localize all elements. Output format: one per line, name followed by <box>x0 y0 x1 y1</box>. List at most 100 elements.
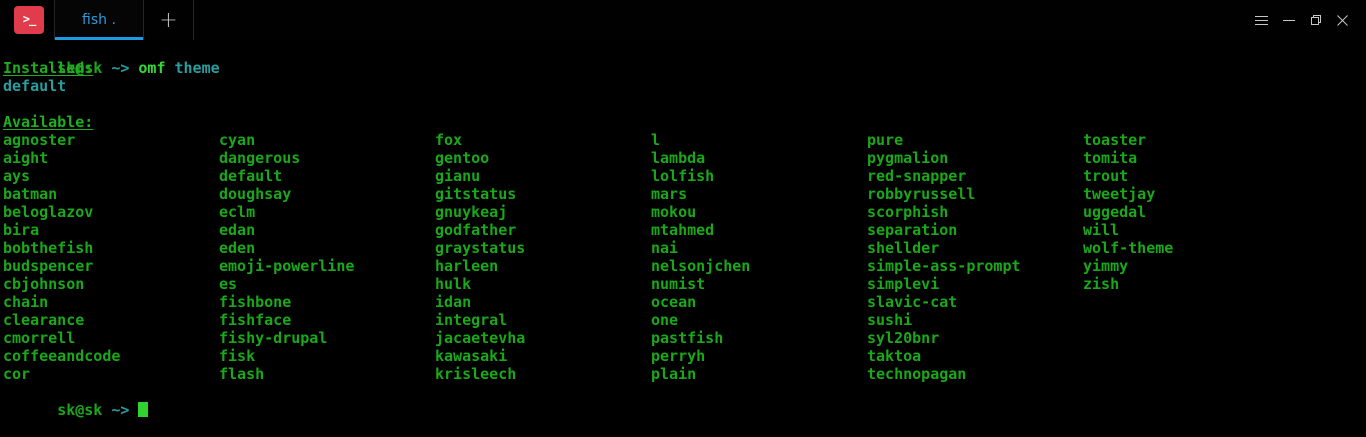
theme-name: clearance <box>3 311 85 329</box>
theme-name: pastfish <box>651 329 724 347</box>
theme-name: tweetjay <box>1083 185 1156 203</box>
theme-name: ocean <box>651 293 697 311</box>
theme-name: simplevi <box>867 275 940 293</box>
close-icon <box>1337 14 1348 26</box>
theme-name: nai <box>651 239 679 257</box>
theme-name: eden <box>219 239 256 257</box>
theme-name: kawasaki <box>435 347 508 365</box>
theme-name: mtahmed <box>651 221 715 239</box>
theme-name: coffeeandcode <box>3 347 121 365</box>
prompt-user: sk@sk <box>57 59 103 77</box>
theme-name: gentoo <box>435 149 490 167</box>
theme-name: technopagan <box>867 365 967 383</box>
theme-name: idan <box>435 293 472 311</box>
theme-name: agnoster <box>3 131 76 149</box>
theme-name: harleen <box>435 257 499 275</box>
theme-name: tomita <box>1083 149 1138 167</box>
theme-name: mars <box>651 185 688 203</box>
theme-name: slavic-cat <box>867 293 958 311</box>
theme-name: godfather <box>435 221 517 239</box>
prompt-arrow: ~> <box>111 59 130 77</box>
installed-theme-list: default <box>3 77 1366 95</box>
theme-column-2: cyan dangerous default doughsay eclm edan eden… <box>219 131 435 383</box>
theme-name: one <box>651 311 679 329</box>
theme-name: uggedal <box>1083 203 1147 221</box>
tab-bar: >_ fish . + <box>0 0 1366 40</box>
menu-button[interactable] <box>1248 0 1275 40</box>
theme-name: trout <box>1083 167 1129 185</box>
theme-name: bira <box>3 221 40 239</box>
theme-name: cmorrell <box>3 329 76 347</box>
theme-name: separation <box>867 221 958 239</box>
theme-name: cyan <box>219 131 256 149</box>
command-text: omf <box>138 59 166 77</box>
theme-name: l <box>651 131 661 149</box>
theme-name: krisleech <box>435 365 517 383</box>
theme-name: edan <box>219 221 256 239</box>
theme-name: perryh <box>651 347 706 365</box>
theme-name: integral <box>435 311 508 329</box>
theme-name: zish <box>1083 275 1120 293</box>
installed-header: Installed: <box>3 59 94 77</box>
theme-name: gnuykeaj <box>435 203 508 221</box>
minimize-button[interactable] <box>1275 0 1302 40</box>
theme-column-1: agnoster aight ays batman beloglazov bira bobt… <box>3 131 219 383</box>
close-button[interactable] <box>1329 0 1356 40</box>
theme-name: toaster <box>1083 131 1147 149</box>
theme-name: taktoa <box>867 347 922 365</box>
command-line: sk@sk ~> omf theme <box>3 41 1366 77</box>
prompt-user: sk@sk <box>57 401 103 419</box>
theme-column-4: l lambda lolfish mars mokou mtahmed nai nelsonj… <box>651 131 867 383</box>
theme-name: yimmy <box>1083 257 1129 275</box>
tab-fish[interactable]: fish . <box>54 0 144 40</box>
restore-button[interactable] <box>1302 0 1329 40</box>
theme-name: jacaetevha <box>435 329 526 347</box>
theme-name: hulk <box>435 275 472 293</box>
terminal-prompt-icon: >_ <box>22 12 36 26</box>
theme-name: doughsay <box>219 185 292 203</box>
theme-name: bobthefish <box>3 239 94 257</box>
terminal-app-icon: >_ <box>14 6 44 34</box>
theme-column-5: pure pygmalion red-snapper robbyrussell scor… <box>867 131 1083 383</box>
theme-name: emoji-powerline <box>219 257 355 275</box>
available-header: Available: <box>3 113 94 131</box>
theme-name: graystatus <box>435 239 526 257</box>
theme-name: fisk <box>219 347 256 365</box>
theme-name: fishface <box>219 311 292 329</box>
theme-name: fox <box>435 131 463 149</box>
prompt-line: sk@sk ~> <box>3 383 1366 419</box>
tab-title: fish . <box>82 12 116 28</box>
blank-line <box>3 95 1366 113</box>
installed-theme: default <box>3 77 67 95</box>
theme-name: es <box>219 275 238 293</box>
theme-name: wolf-theme <box>1083 239 1174 257</box>
theme-column-6: toaster tomita trout tweetjay uggedal will wol… <box>1083 131 1173 383</box>
theme-column-3: fox gentoo gianu gitstatus gnuykeaj godfather… <box>435 131 651 383</box>
theme-name: aight <box>3 149 49 167</box>
theme-name: numist <box>651 275 706 293</box>
restore-icon <box>1310 15 1321 25</box>
terminal-window: >_ fish . + <box>0 0 1366 419</box>
theme-name: plain <box>651 365 697 383</box>
theme-name: gianu <box>435 167 481 185</box>
available-themes-grid: agnoster aight ays batman beloglazov bira bobt… <box>3 131 1366 383</box>
theme-name: cor <box>3 365 31 383</box>
theme-name: syl20bnr <box>867 329 940 347</box>
command-argument: theme <box>174 59 220 77</box>
theme-name: flash <box>219 365 265 383</box>
active-tab-indicator <box>55 37 143 40</box>
new-tab-button[interactable]: + <box>144 0 194 40</box>
theme-name: batman <box>3 185 58 203</box>
theme-name: ays <box>3 167 31 185</box>
theme-name: chain <box>3 293 49 311</box>
theme-name: fishbone <box>219 293 292 311</box>
theme-name: beloglazov <box>3 203 94 221</box>
theme-name: lolfish <box>651 167 715 185</box>
theme-name: robbyrussell <box>867 185 976 203</box>
prompt-arrow: ~> <box>111 401 130 419</box>
theme-name: sushi <box>867 311 913 329</box>
window-controls <box>1248 0 1366 40</box>
terminal-content[interactable]: sk@sk ~> omf theme Installed: default Avail… <box>0 40 1366 419</box>
theme-name: dangerous <box>219 149 301 167</box>
theme-name: shellder <box>867 239 940 257</box>
